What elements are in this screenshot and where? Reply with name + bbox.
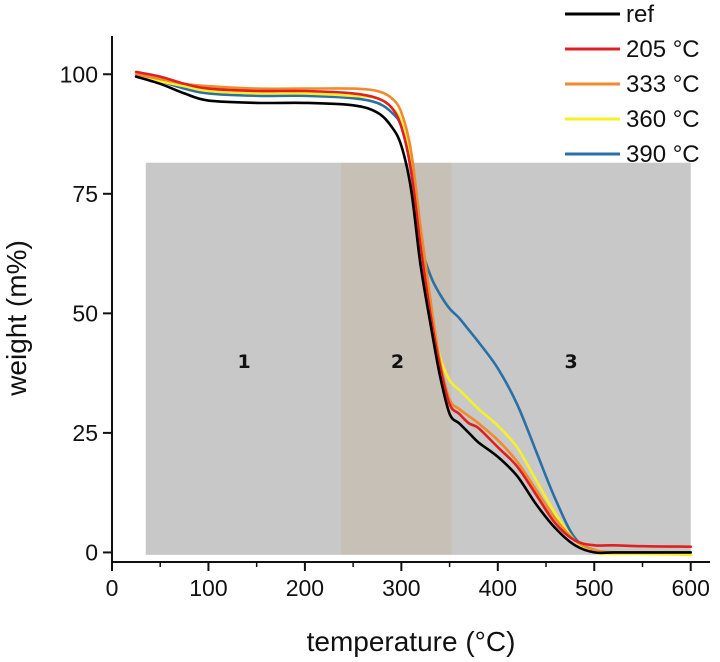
series-lines [134,70,692,557]
region-2-band [340,162,452,555]
axes: 0 100 200 300 400 500 600 0 25 50 75 100 [60,36,710,601]
legend-label-0: ref [626,1,654,28]
x-tick-label-300: 300 [382,575,420,601]
y-tick-label-75: 75 [72,181,98,207]
series-line-ref [134,75,692,555]
legend-label-4: 390 °C [626,141,700,168]
y-axis-title: weight (m%) [1,240,32,397]
x-tick-label-500: 500 [575,575,613,601]
region-labels: 1 2 3 [238,351,578,373]
x-tick-label-400: 400 [479,575,517,601]
legend: ref 205 °C 333 °C 360 °C 390 °C [565,1,700,168]
x-tick-label-200: 200 [286,575,324,601]
y-tick-label-100: 100 [60,61,98,87]
series-line-205-c [134,70,692,548]
region-2-label: 2 [391,351,404,373]
series-line-390-c [134,75,692,554]
region-1-label: 1 [238,351,251,373]
x-tick-label-600: 600 [672,575,710,601]
legend-label-2: 333 °C [626,71,700,98]
region-1-band [145,162,341,555]
x-tick-label-100: 100 [189,575,227,601]
y-tick-label-25: 25 [72,420,98,446]
x-axis-title: temperature (°C) [307,626,516,657]
y-tick-label-50: 50 [72,300,98,326]
x-tick-label-0: 0 [106,575,119,601]
y-tick-label-0: 0 [85,539,98,565]
legend-label-3: 360 °C [626,106,700,133]
region-3-label: 3 [564,351,577,373]
legend-label-1: 205 °C [626,36,700,63]
